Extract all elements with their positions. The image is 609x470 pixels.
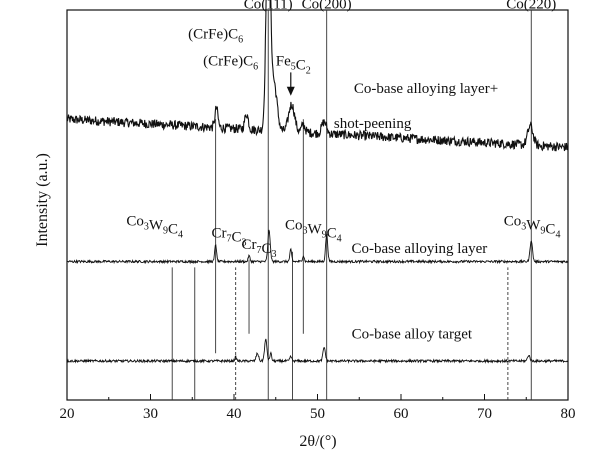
phase-label-3: (CrFe)C6: [188, 26, 243, 45]
phase-label-9: Co3W9C4: [285, 218, 342, 245]
x-tick-label-80: 80: [561, 406, 576, 422]
series-line-1: [66, 229, 569, 265]
arrow-head: [286, 86, 295, 96]
phase-label-10: Co3W9C4: [504, 214, 561, 241]
series-label-3: Co-base alloy target: [352, 327, 473, 343]
plot-frame: [66, 9, 569, 401]
peak-label-0: Co(111): [244, 0, 293, 12]
x-tick-label-30: 30: [143, 406, 158, 422]
peak-label-1: Co(200): [302, 0, 352, 12]
x-tick-label-20: 20: [60, 406, 75, 422]
x-tick-label-60: 60: [394, 406, 409, 422]
phase-label-4: (CrFe)C6: [203, 54, 258, 73]
series-line-2: [66, 338, 569, 364]
x-tick-label-40: 40: [227, 406, 242, 422]
series-label-1: shot-peening: [334, 116, 412, 132]
phase-label-6: Co3W9C4: [126, 214, 183, 241]
phase-label-7: Cr7C3: [211, 225, 246, 248]
y-axis-label: Intensity (a.u.): [34, 153, 51, 247]
x-tick-label-70: 70: [477, 406, 492, 422]
phase-label-8: Cr7C3: [242, 237, 277, 260]
x-tick-label-50: 50: [310, 406, 325, 422]
series-label-0: Co-base alloying layer+: [354, 81, 498, 97]
phase-label-5: Fe5C2: [276, 54, 311, 77]
peak-label-2: Co(220): [506, 0, 556, 12]
x-axis-label: 2θ/(°): [299, 433, 336, 450]
series-label-2: Co-base alloying layer: [351, 241, 487, 257]
series-line-0: [66, 0, 569, 152]
